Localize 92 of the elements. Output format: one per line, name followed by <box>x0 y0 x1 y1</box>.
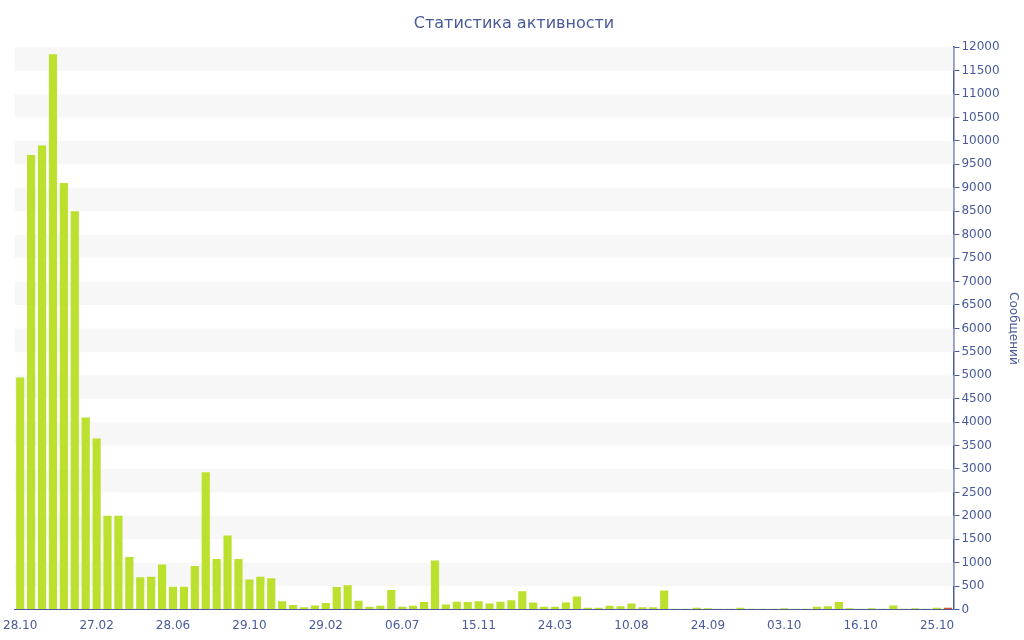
y-tick-label: 2000 <box>961 507 992 522</box>
bar <box>627 603 636 610</box>
y-tick-label: 6500 <box>961 297 992 312</box>
x-tick-label: 24.03 <box>537 617 573 632</box>
y-tick-label: 1000 <box>961 554 992 569</box>
bar <box>37 145 47 610</box>
x-tick-label: 29.02 <box>308 617 343 632</box>
y-tick-label: 500 <box>961 578 985 593</box>
bar <box>889 605 898 610</box>
x-tick-label: 28.10 <box>3 617 38 632</box>
bar <box>256 576 265 610</box>
bar <box>518 591 527 610</box>
x-tick-label: 15.11 <box>461 617 496 632</box>
bar <box>288 604 298 610</box>
y-tick-label: 4000 <box>961 414 992 429</box>
bar <box>507 600 516 610</box>
bar <box>430 560 440 610</box>
y-tick-label: 3500 <box>961 437 992 452</box>
bar <box>572 596 581 610</box>
bar <box>234 558 243 610</box>
y-tick-label: 11000 <box>961 86 1000 101</box>
bar <box>496 601 505 610</box>
y-tick-label: 3000 <box>961 461 992 476</box>
bar <box>125 557 134 610</box>
x-tick-label: 10.08 <box>614 617 649 632</box>
bar <box>561 602 571 610</box>
x-tick-label: 25.10 <box>919 617 955 632</box>
bar <box>278 601 287 610</box>
bar <box>136 577 145 610</box>
y-tick-label: 6000 <box>961 320 992 335</box>
y-tick-label: 5000 <box>961 367 992 382</box>
x-tick-label: 27.02 <box>79 617 114 632</box>
y-tick-label: 8500 <box>961 203 992 218</box>
bar <box>332 587 341 610</box>
chart-title: Статистика активности <box>413 12 615 32</box>
bar <box>452 601 461 610</box>
bar <box>245 579 254 610</box>
bar <box>81 417 90 610</box>
bar <box>48 54 58 610</box>
bar <box>387 589 396 610</box>
bar <box>27 154 36 610</box>
x-tick-label: 24.09 <box>690 617 726 632</box>
y-axis-title: Сообщений <box>1006 292 1021 365</box>
y-tick-label: 1500 <box>961 531 992 546</box>
bar <box>354 600 363 610</box>
y-tick-label: 7500 <box>961 250 992 265</box>
bar <box>474 601 483 610</box>
bar <box>190 566 199 610</box>
bar <box>834 602 843 610</box>
bar <box>70 211 79 610</box>
y-tick-label: 10000 <box>961 133 1000 148</box>
bar <box>168 586 178 610</box>
x-tick-label: 16.10 <box>843 617 878 632</box>
y-tick-label: 10500 <box>961 109 1000 124</box>
bar <box>16 377 25 610</box>
bar <box>114 515 123 610</box>
bar <box>103 515 112 610</box>
bar <box>212 558 221 610</box>
bar <box>92 438 101 610</box>
x-tick-label: 03.10 <box>767 617 802 632</box>
x-tick-label: 29.10 <box>232 617 267 632</box>
bar <box>365 606 374 610</box>
bar <box>441 604 450 610</box>
bar <box>343 585 352 610</box>
bar <box>59 183 68 610</box>
y-tick-label: 12000 <box>961 39 1000 54</box>
bar <box>485 603 494 610</box>
bar <box>660 590 669 610</box>
y-tick-label: 7000 <box>961 273 992 288</box>
bar <box>529 602 538 610</box>
y-tick-label: 8000 <box>961 226 992 241</box>
bar <box>267 578 276 610</box>
bar <box>616 606 625 610</box>
x-tick-label: 06.07 <box>385 617 420 632</box>
y-tick-label: 4500 <box>961 390 992 405</box>
y-tick-label: 0 <box>961 601 970 616</box>
bar <box>158 564 167 610</box>
y-tick-label: 9000 <box>961 179 992 194</box>
bar <box>463 602 472 610</box>
bar <box>419 602 429 610</box>
bar <box>823 606 832 610</box>
y-tick-label: 5500 <box>961 343 992 358</box>
bar <box>310 605 319 610</box>
x-tick-label: 28.06 <box>155 617 191 632</box>
y-tick-label: 11500 <box>961 62 1000 77</box>
bar <box>147 576 156 610</box>
bar <box>321 603 330 610</box>
bar <box>179 586 189 610</box>
y-tick-label: 2500 <box>961 484 992 499</box>
bar <box>201 472 210 610</box>
y-tick-label: 9500 <box>961 156 992 171</box>
bar <box>223 535 232 610</box>
